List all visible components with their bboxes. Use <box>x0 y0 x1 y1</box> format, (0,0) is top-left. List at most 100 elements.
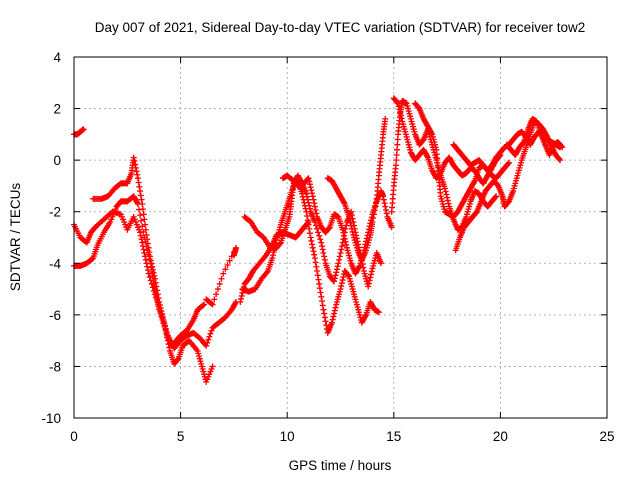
x-tick-label: 5 <box>177 429 185 444</box>
data-point <box>321 310 328 317</box>
data-point <box>149 263 156 270</box>
data-point <box>205 336 212 343</box>
data-point <box>339 277 346 284</box>
data-point <box>318 239 325 246</box>
y-tick-label: 4 <box>53 50 61 65</box>
data-point <box>89 255 96 262</box>
data-point <box>136 183 143 190</box>
data-point <box>316 232 323 239</box>
data-point <box>155 295 162 302</box>
data-point <box>160 317 167 324</box>
y-tick-label: -4 <box>49 256 61 271</box>
data-point <box>164 332 171 339</box>
data-point <box>383 210 390 217</box>
data-point <box>337 286 344 293</box>
data-point <box>323 322 330 329</box>
data-point <box>269 255 276 262</box>
data-point <box>152 275 159 282</box>
data-point <box>341 199 348 206</box>
data-point <box>313 263 320 270</box>
data-series-arc-f <box>237 219 312 305</box>
data-point <box>304 196 311 203</box>
x-tick-label: 25 <box>599 429 614 444</box>
data-point <box>336 256 343 263</box>
data-point <box>393 146 400 153</box>
data-point <box>220 270 227 277</box>
data-point <box>158 307 165 314</box>
data-series-arc-m <box>412 100 512 220</box>
data-point <box>370 215 377 222</box>
data-point <box>306 181 313 188</box>
data-point <box>558 143 565 150</box>
data-point <box>218 275 225 282</box>
data-point <box>130 154 137 161</box>
data-point <box>174 356 181 363</box>
data-point <box>321 314 328 321</box>
data-point <box>237 298 244 305</box>
data-point <box>338 246 345 253</box>
data-point <box>372 203 379 210</box>
data-point <box>397 109 404 116</box>
data-point <box>331 275 338 282</box>
data-point <box>557 157 564 164</box>
data-point <box>307 184 314 191</box>
data-point <box>134 171 141 178</box>
data-point <box>138 217 145 224</box>
data-point <box>305 199 312 206</box>
data-point <box>312 206 319 213</box>
data-point <box>151 272 158 279</box>
data-point <box>315 276 322 283</box>
chart-title: Day 007 of 2021, Sidereal Day-to-day VTE… <box>95 20 585 35</box>
data-point <box>304 217 311 224</box>
data-point <box>137 212 144 219</box>
data-point <box>162 326 169 333</box>
data-point <box>310 196 317 203</box>
data-point <box>339 239 346 246</box>
data-point <box>368 271 375 278</box>
data-point <box>306 178 313 185</box>
data-point <box>381 200 388 207</box>
data-point <box>367 274 374 281</box>
data-point <box>314 272 321 279</box>
data-point <box>369 219 376 226</box>
data-point <box>145 244 152 251</box>
data-point <box>139 200 146 207</box>
data-point <box>145 270 152 277</box>
data-point <box>142 221 149 228</box>
data-point <box>392 162 399 169</box>
data-point <box>226 257 233 264</box>
data-point <box>341 235 348 242</box>
data-point <box>319 246 326 253</box>
data-point <box>333 269 340 276</box>
data-point <box>208 327 215 334</box>
data-point <box>224 262 231 269</box>
data-point <box>209 363 216 370</box>
data-point <box>146 274 153 281</box>
data-point <box>505 160 512 167</box>
data-point <box>135 179 142 186</box>
data-point <box>320 306 327 313</box>
data-point <box>337 249 344 256</box>
data-point <box>141 216 148 223</box>
data-point <box>322 318 329 325</box>
data-point <box>340 274 347 281</box>
data-point <box>333 266 340 273</box>
data-point <box>556 156 563 163</box>
data-point <box>345 272 352 279</box>
data-point <box>316 280 323 287</box>
data-point <box>163 329 170 336</box>
data-point <box>366 277 373 284</box>
data-point <box>332 304 339 311</box>
data-point <box>334 263 341 270</box>
y-axis-label: SDTVAR / TECUs <box>8 183 23 292</box>
data-point <box>306 230 313 237</box>
data-point <box>348 208 355 215</box>
data-point <box>147 257 154 264</box>
data-point <box>378 260 385 267</box>
data-point <box>306 225 313 232</box>
data-point <box>134 175 141 182</box>
data-point <box>309 244 316 251</box>
data-point <box>443 191 450 198</box>
data-point <box>142 256 149 263</box>
data-point <box>347 219 354 226</box>
